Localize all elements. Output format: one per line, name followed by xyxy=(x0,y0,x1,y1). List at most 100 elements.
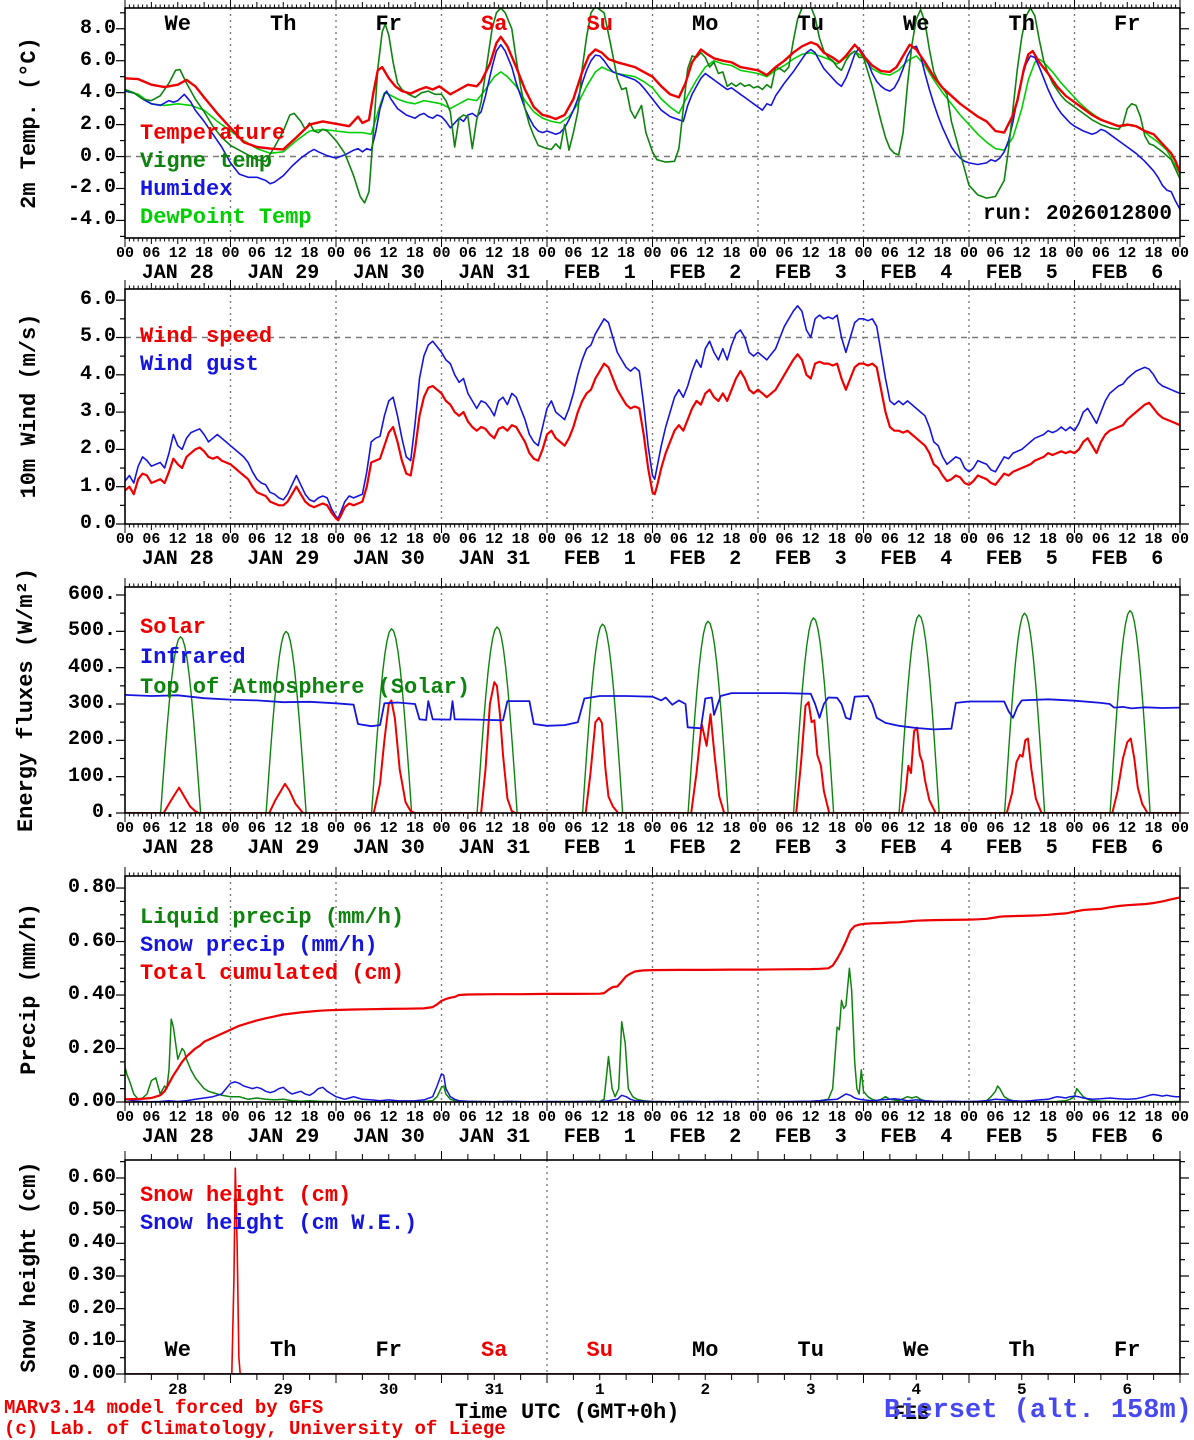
hour-tick-label: 12 xyxy=(379,1109,398,1126)
legend-item: Vigne temp xyxy=(140,149,273,174)
day-number-label: 3 xyxy=(805,1381,816,1399)
day-number-label: 5 xyxy=(1016,1381,1027,1399)
hour-tick-label: 18 xyxy=(195,245,214,262)
ytick-label: -4.0 xyxy=(67,208,116,232)
hour-tick-label: 00 xyxy=(537,531,556,548)
date-label: JAN 31 xyxy=(458,262,531,285)
series-solar xyxy=(125,681,1180,813)
weekday-label: Th xyxy=(1008,12,1035,37)
hour-tick-label: 06 xyxy=(986,820,1005,837)
hour-tick-label: 06 xyxy=(986,1109,1005,1126)
day-number-label: 4 xyxy=(911,1381,922,1399)
panel-ylabel: Snow height (cm) xyxy=(17,1161,42,1373)
weekday-label: Th xyxy=(270,12,297,37)
date-label: FEB 5 xyxy=(985,1126,1058,1149)
hour-tick-label: 06 xyxy=(775,531,794,548)
hour-tick-label: 12 xyxy=(274,245,293,262)
date-label: FEB 6 xyxy=(1091,1126,1164,1149)
legend-item: Liquid precip (mm/h) xyxy=(140,905,405,930)
day-number-label: 1 xyxy=(594,1381,605,1399)
hour-tick-label: 06 xyxy=(775,1109,794,1126)
hour-tick-label: 06 xyxy=(564,1109,583,1126)
day-number-label: 28 xyxy=(168,1381,188,1399)
series-wind-speed xyxy=(125,353,1180,522)
hour-tick-label: 00 xyxy=(537,1109,556,1126)
date-label: JAN 31 xyxy=(458,548,531,571)
hour-tick-label: 18 xyxy=(828,245,847,262)
legend-item: Snow precip (mm/h) xyxy=(140,933,378,958)
date-label: FEB 2 xyxy=(669,548,742,571)
date-label: JAN 31 xyxy=(458,1126,531,1149)
hour-tick-label: 06 xyxy=(247,245,266,262)
hour-tick-label: 06 xyxy=(142,531,161,548)
hour-tick-label: 00 xyxy=(326,531,345,548)
hour-tick-label: 00 xyxy=(854,245,873,262)
date-label: FEB 6 xyxy=(1091,262,1164,285)
hour-tick-label: 00 xyxy=(959,531,978,548)
series-top-of-atmosphere-solar- xyxy=(125,609,1180,813)
hour-tick-label: 12 xyxy=(801,1109,820,1126)
station-label: Bierset (alt. 158m) xyxy=(884,1396,1192,1426)
hour-tick-label: 00 xyxy=(326,1109,345,1126)
hour-tick-label: 12 xyxy=(590,820,609,837)
weekday-label: Fr xyxy=(1114,12,1141,37)
hour-tick-label: 12 xyxy=(1012,531,1031,548)
hour-tick-label: 00 xyxy=(1170,820,1189,837)
hour-tick-label: 00 xyxy=(1065,1109,1084,1126)
hour-tick-label: 06 xyxy=(880,531,899,548)
ytick-label: 500. xyxy=(67,619,116,643)
date-label: JAN 28 xyxy=(141,548,214,571)
hour-tick-label: 18 xyxy=(1039,245,1058,262)
hour-tick-label: 12 xyxy=(696,1109,715,1126)
hour-tick-label: 00 xyxy=(643,531,662,548)
panel-ylabel: 10m Wind (m/s) xyxy=(17,313,42,499)
hour-tick-label: 00 xyxy=(537,245,556,262)
hour-tick-label: 18 xyxy=(406,531,425,548)
ytick-label: 0.20 xyxy=(67,1296,116,1320)
date-label: FEB 2 xyxy=(669,837,742,860)
ytick-label: 0.50 xyxy=(67,1198,116,1222)
hour-tick-label: 18 xyxy=(933,245,952,262)
ytick-label: 0.0 xyxy=(79,144,116,168)
hour-tick-label: 00 xyxy=(854,531,873,548)
hour-tick-label: 18 xyxy=(511,245,530,262)
hour-tick-label: 00 xyxy=(221,245,240,262)
hour-tick-label: 06 xyxy=(458,245,477,262)
weekday-label: We xyxy=(903,12,930,37)
date-label: JAN 29 xyxy=(247,837,320,860)
ytick-label: 0.10 xyxy=(67,1329,116,1353)
weekday-label: Su xyxy=(586,12,613,37)
hour-tick-label: 12 xyxy=(1012,1109,1031,1126)
date-label: FEB 4 xyxy=(880,1126,953,1149)
ytick-label: 0.0 xyxy=(79,512,116,535)
hour-tick-label: 18 xyxy=(828,531,847,548)
date-label: FEB 5 xyxy=(985,837,1058,860)
date-label: FEB 1 xyxy=(563,548,636,571)
hour-tick-label: 00 xyxy=(1065,531,1084,548)
hour-tick-label: 18 xyxy=(722,531,741,548)
hour-tick-label: 06 xyxy=(458,820,477,837)
hour-tick-label: 18 xyxy=(828,1109,847,1126)
credit-line-1: MARv3.14 model forced by GFS xyxy=(4,1397,324,1419)
series-vigne-temp xyxy=(125,8,1180,204)
ytick-label: 300. xyxy=(67,691,116,715)
hour-tick-label: 12 xyxy=(379,245,398,262)
hour-tick-label: 18 xyxy=(300,820,319,837)
month-label: FEB xyxy=(893,1403,930,1426)
ytick-label: 100. xyxy=(67,764,116,788)
weekday-label: Sa xyxy=(481,12,508,37)
hour-tick-label: 18 xyxy=(1144,820,1163,837)
series-snow-precip-mm-h- xyxy=(125,1073,1180,1102)
hour-tick-label: 00 xyxy=(326,245,345,262)
run-label: run: 2026012800 xyxy=(982,203,1172,226)
date-label: FEB 6 xyxy=(1091,837,1164,860)
hour-tick-label: 12 xyxy=(1118,531,1137,548)
hour-tick-label: 12 xyxy=(274,820,293,837)
hour-tick-label: 18 xyxy=(1039,1109,1058,1126)
hour-tick-label: 18 xyxy=(933,531,952,548)
hour-tick-label: 18 xyxy=(1039,531,1058,548)
series-total-cumulated-cm- xyxy=(125,896,1180,1101)
hour-tick-label: 18 xyxy=(1144,531,1163,548)
hour-tick-label: 00 xyxy=(959,820,978,837)
